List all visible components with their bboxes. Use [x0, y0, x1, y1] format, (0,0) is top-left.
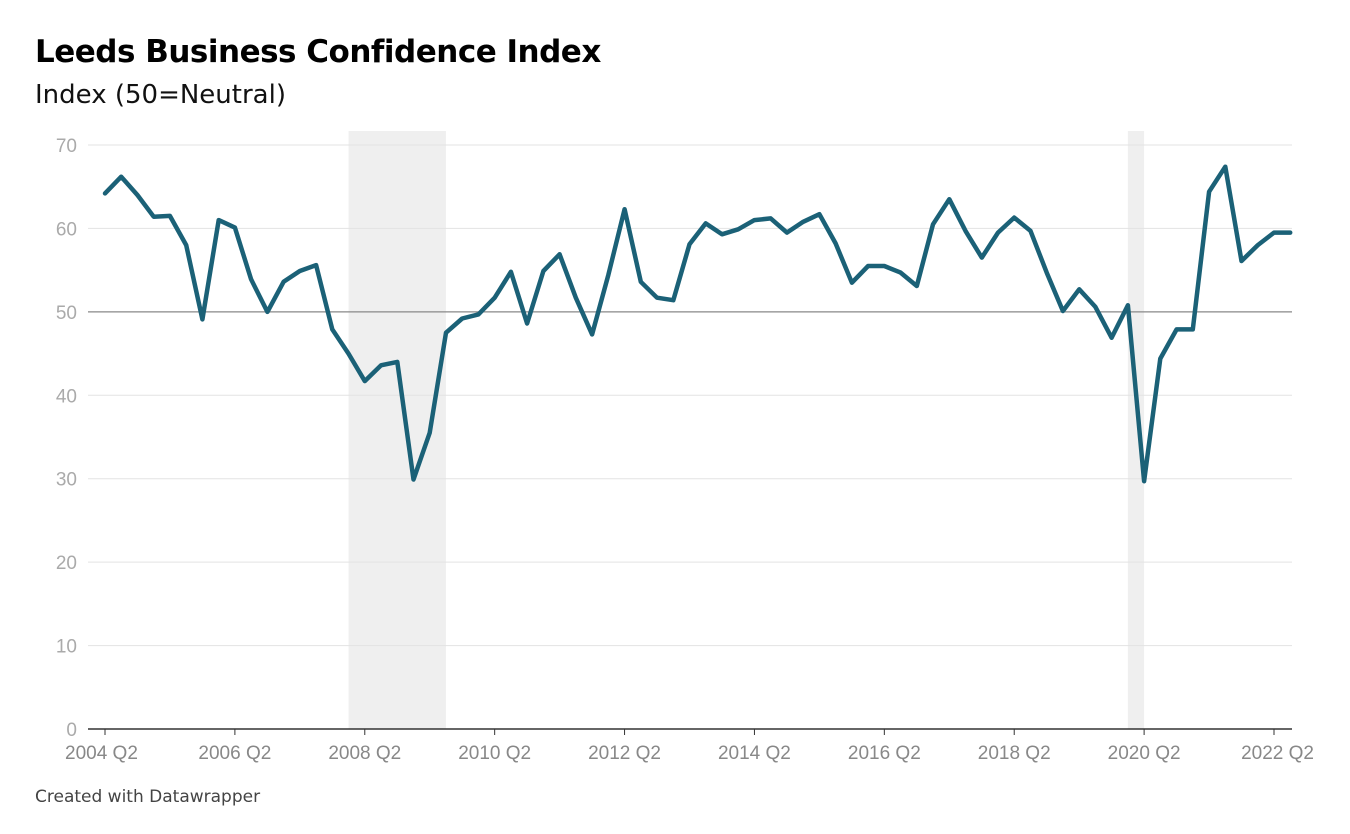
- y-tick-label: 40: [56, 386, 77, 407]
- y-tick-label: 70: [56, 136, 77, 157]
- x-tick-label: 2004 Q2: [65, 743, 138, 764]
- shaded-periods: [348, 131, 1145, 729]
- y-tick-label: 0: [66, 720, 77, 741]
- shaded-period-1: [1127, 131, 1145, 729]
- x-tick-label: 2020 Q2: [1108, 743, 1181, 764]
- x-tick-label: 2012 Q2: [588, 743, 661, 764]
- chart-title: Leeds Business Confidence Index: [35, 34, 601, 70]
- x-tick-label: 2010 Q2: [458, 743, 531, 764]
- x-axis-ticks: 2004 Q2 2006 Q2 2008 Q2 2010 Q2 2012 Q2 2014 …: [65, 729, 1314, 764]
- y-axis-ticks: 0 10 20 30 40 50 60 70: [56, 136, 77, 741]
- x-tick-label: 2014 Q2: [718, 743, 791, 764]
- y-tick-label: 30: [56, 470, 77, 491]
- credit-text: Created with Datawrapper: [35, 787, 261, 807]
- series-line-0: [102, 164, 1293, 484]
- x-tick-label: 2008 Q2: [328, 743, 401, 764]
- chart-subtitle: Index (50=Neutral): [35, 80, 286, 110]
- x-tick-label: 2016 Q2: [848, 743, 921, 764]
- x-tick-label: 2006 Q2: [198, 743, 271, 764]
- series-lines: [102, 164, 1293, 484]
- gridlines: [88, 144, 1292, 730]
- y-tick-label: 50: [56, 303, 77, 324]
- y-tick-label: 10: [56, 637, 77, 658]
- y-tick-label: 60: [56, 219, 77, 240]
- y-tick-label: 20: [56, 553, 77, 574]
- x-tick-label: 2022 Q2: [1241, 743, 1314, 764]
- x-tick-label: 2018 Q2: [978, 743, 1051, 764]
